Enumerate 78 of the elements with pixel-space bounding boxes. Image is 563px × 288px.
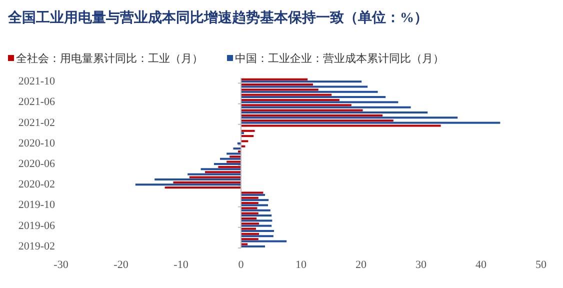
bar bbox=[241, 101, 398, 104]
y-tick-label: 2021-10 bbox=[18, 76, 56, 88]
bar bbox=[241, 86, 368, 88]
bar bbox=[200, 168, 241, 170]
x-tick-label: 10 bbox=[296, 259, 307, 271]
bar bbox=[241, 124, 441, 127]
bar bbox=[241, 109, 363, 112]
bar bbox=[241, 88, 318, 91]
bar bbox=[241, 96, 386, 98]
bar bbox=[241, 207, 258, 210]
bar bbox=[241, 114, 383, 116]
bar bbox=[241, 80, 362, 83]
bar bbox=[241, 238, 258, 240]
bar bbox=[154, 178, 241, 180]
legend-label: 中国：工业企业：营业成本累计同比（月） bbox=[235, 52, 444, 65]
bar bbox=[241, 196, 258, 199]
bar bbox=[241, 98, 340, 101]
bar bbox=[241, 135, 254, 138]
bar bbox=[214, 163, 241, 165]
bar bbox=[241, 202, 258, 204]
x-tick-label: 0 bbox=[238, 259, 244, 271]
x-tick-label: 30 bbox=[416, 259, 427, 271]
x-tick-label: 50 bbox=[536, 259, 547, 271]
bar bbox=[241, 240, 287, 242]
bar bbox=[241, 106, 411, 108]
bar bbox=[241, 84, 313, 86]
bar bbox=[164, 186, 241, 189]
bar bbox=[241, 220, 272, 222]
y-tick-label: 2019-02 bbox=[18, 240, 55, 252]
x-tick-label: -20 bbox=[114, 259, 129, 271]
bar bbox=[218, 166, 241, 168]
bar bbox=[226, 152, 241, 155]
y-tick-label: 2020-06 bbox=[18, 158, 56, 170]
bar bbox=[241, 204, 268, 206]
x-tick-label: 20 bbox=[356, 259, 367, 271]
y-tick-label: 2020-02 bbox=[18, 178, 55, 191]
bar bbox=[241, 120, 394, 122]
bar bbox=[241, 130, 255, 132]
bar bbox=[226, 160, 241, 163]
legend-label: 全社会：用电量累计同比：工业（月） bbox=[16, 52, 203, 65]
bar bbox=[189, 176, 241, 178]
bar bbox=[241, 232, 259, 235]
bar bbox=[241, 78, 308, 80]
bar bbox=[241, 222, 259, 225]
bar bbox=[241, 209, 270, 212]
bar bbox=[173, 181, 241, 184]
bar bbox=[220, 158, 241, 160]
x-tick-label: -10 bbox=[174, 259, 189, 271]
title: 全国工业用电量与营业成本同比增速趋势基本保持一致（单位：%） bbox=[8, 11, 428, 26]
bar bbox=[241, 228, 256, 230]
bar bbox=[241, 90, 378, 93]
bar bbox=[241, 245, 265, 248]
bar bbox=[241, 243, 248, 246]
x-tick-label: -30 bbox=[54, 259, 69, 271]
bar bbox=[241, 94, 332, 96]
y-tick-label: 2021-02 bbox=[18, 116, 55, 129]
bar bbox=[241, 104, 352, 106]
bar bbox=[241, 116, 458, 119]
bar bbox=[241, 214, 272, 217]
bar bbox=[233, 148, 241, 150]
y-tick-label: 2020-10 bbox=[18, 137, 56, 150]
x-tick-label: 40 bbox=[476, 259, 487, 271]
y-tick-label: 2021-06 bbox=[18, 96, 56, 108]
bar bbox=[205, 171, 241, 174]
y-tick-label: 2019-06 bbox=[18, 220, 56, 232]
bar bbox=[241, 122, 500, 124]
bar bbox=[241, 224, 272, 227]
bar bbox=[241, 199, 269, 202]
bar bbox=[241, 140, 248, 142]
bar bbox=[241, 217, 257, 220]
bar bbox=[241, 235, 274, 238]
bar bbox=[230, 156, 241, 158]
bar bbox=[135, 184, 241, 186]
bar bbox=[241, 230, 274, 232]
bar bbox=[188, 173, 241, 176]
bar bbox=[241, 111, 428, 114]
y-tick-label: 2019-10 bbox=[18, 199, 56, 212]
bar bbox=[241, 212, 258, 214]
